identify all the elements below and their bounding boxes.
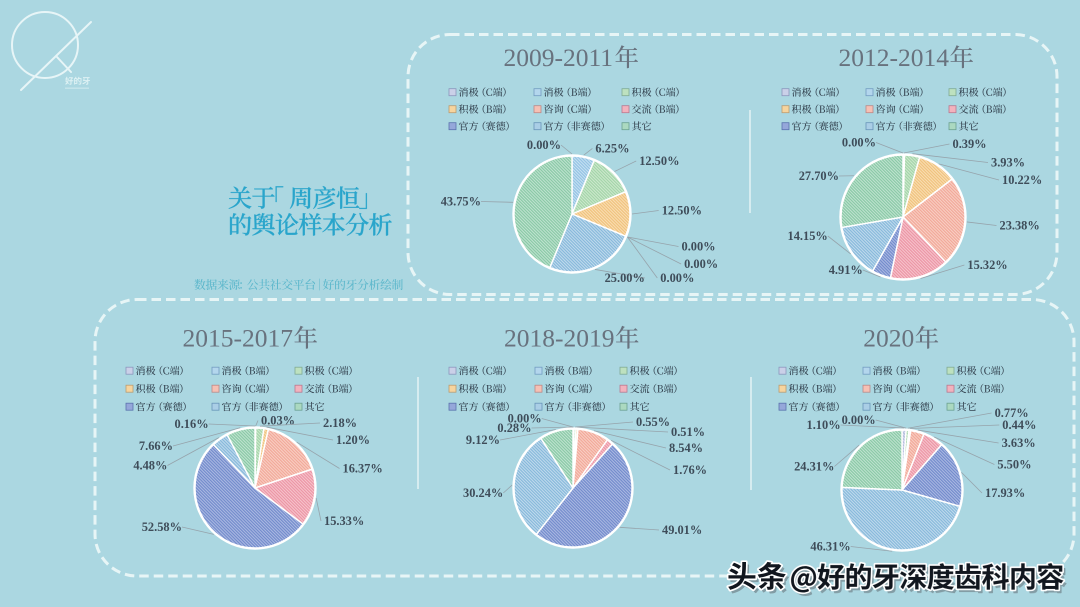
svg-text:2.18%: 2.18%: [323, 416, 357, 430]
svg-text:0.00%: 0.00%: [508, 412, 542, 426]
svg-text:2020: 2020: [863, 324, 914, 353]
svg-text:23.38%: 23.38%: [1000, 219, 1040, 233]
svg-text:25.00%: 25.00%: [605, 271, 645, 285]
svg-text:7.66%: 7.66%: [139, 439, 173, 453]
svg-text:0.55%: 0.55%: [636, 415, 670, 429]
svg-text:4.91%: 4.91%: [829, 263, 863, 277]
svg-text:2009-2011: 2009-2011: [504, 43, 614, 72]
svg-text:17.93%: 17.93%: [985, 486, 1025, 500]
svg-text:0.44%: 0.44%: [1002, 418, 1036, 432]
svg-text:3.93%: 3.93%: [991, 156, 1025, 170]
svg-text:12.50%: 12.50%: [662, 204, 702, 218]
svg-text:3.63%: 3.63%: [1002, 436, 1036, 450]
svg-text:49.01%: 49.01%: [662, 523, 702, 537]
svg-text:4.48%: 4.48%: [133, 459, 167, 473]
svg-text:52.58%: 52.58%: [142, 520, 182, 534]
svg-text:0.00%: 0.00%: [660, 271, 694, 285]
svg-text:0.28%: 0.28%: [497, 421, 531, 435]
svg-text:2018-2019: 2018-2019: [504, 324, 615, 353]
svg-text:2012-2014: 2012-2014: [839, 43, 950, 72]
svg-text:1.76%: 1.76%: [673, 463, 707, 477]
svg-text:10.22%: 10.22%: [1002, 173, 1042, 187]
svg-text:1.10%: 1.10%: [807, 418, 841, 432]
svg-text:16.37%: 16.37%: [343, 462, 383, 476]
svg-text:15.33%: 15.33%: [324, 514, 364, 528]
svg-text:6.25%: 6.25%: [595, 141, 629, 155]
svg-text:30.24%: 30.24%: [463, 486, 503, 500]
svg-text:8.54%: 8.54%: [669, 441, 703, 455]
svg-text:14.15%: 14.15%: [788, 229, 828, 243]
svg-text:0.16%: 0.16%: [175, 417, 209, 431]
svg-text:0.51%: 0.51%: [671, 425, 705, 439]
svg-text:0.00%: 0.00%: [842, 136, 876, 150]
svg-text:0.03%: 0.03%: [261, 414, 295, 428]
svg-text:46.31%: 46.31%: [810, 540, 850, 554]
svg-text:0.00%: 0.00%: [527, 138, 561, 152]
svg-text:5.50%: 5.50%: [997, 458, 1031, 472]
svg-text:15.32%: 15.32%: [967, 258, 1007, 272]
svg-text:24.31%: 24.31%: [794, 460, 834, 474]
svg-text:0.39%: 0.39%: [953, 137, 987, 151]
svg-text:0.00%: 0.00%: [682, 240, 716, 254]
svg-text:2015-2017: 2015-2017: [183, 324, 294, 353]
svg-text:0.00%: 0.00%: [842, 413, 876, 427]
svg-text:1.20%: 1.20%: [336, 433, 370, 447]
svg-text:9.12%: 9.12%: [466, 433, 500, 447]
svg-text:0.77%: 0.77%: [995, 406, 1029, 420]
svg-text:0.00%: 0.00%: [684, 257, 718, 271]
svg-text:12.50%: 12.50%: [639, 154, 679, 168]
svg-text:27.70%: 27.70%: [799, 169, 839, 183]
svg-text:43.75%: 43.75%: [441, 195, 481, 209]
